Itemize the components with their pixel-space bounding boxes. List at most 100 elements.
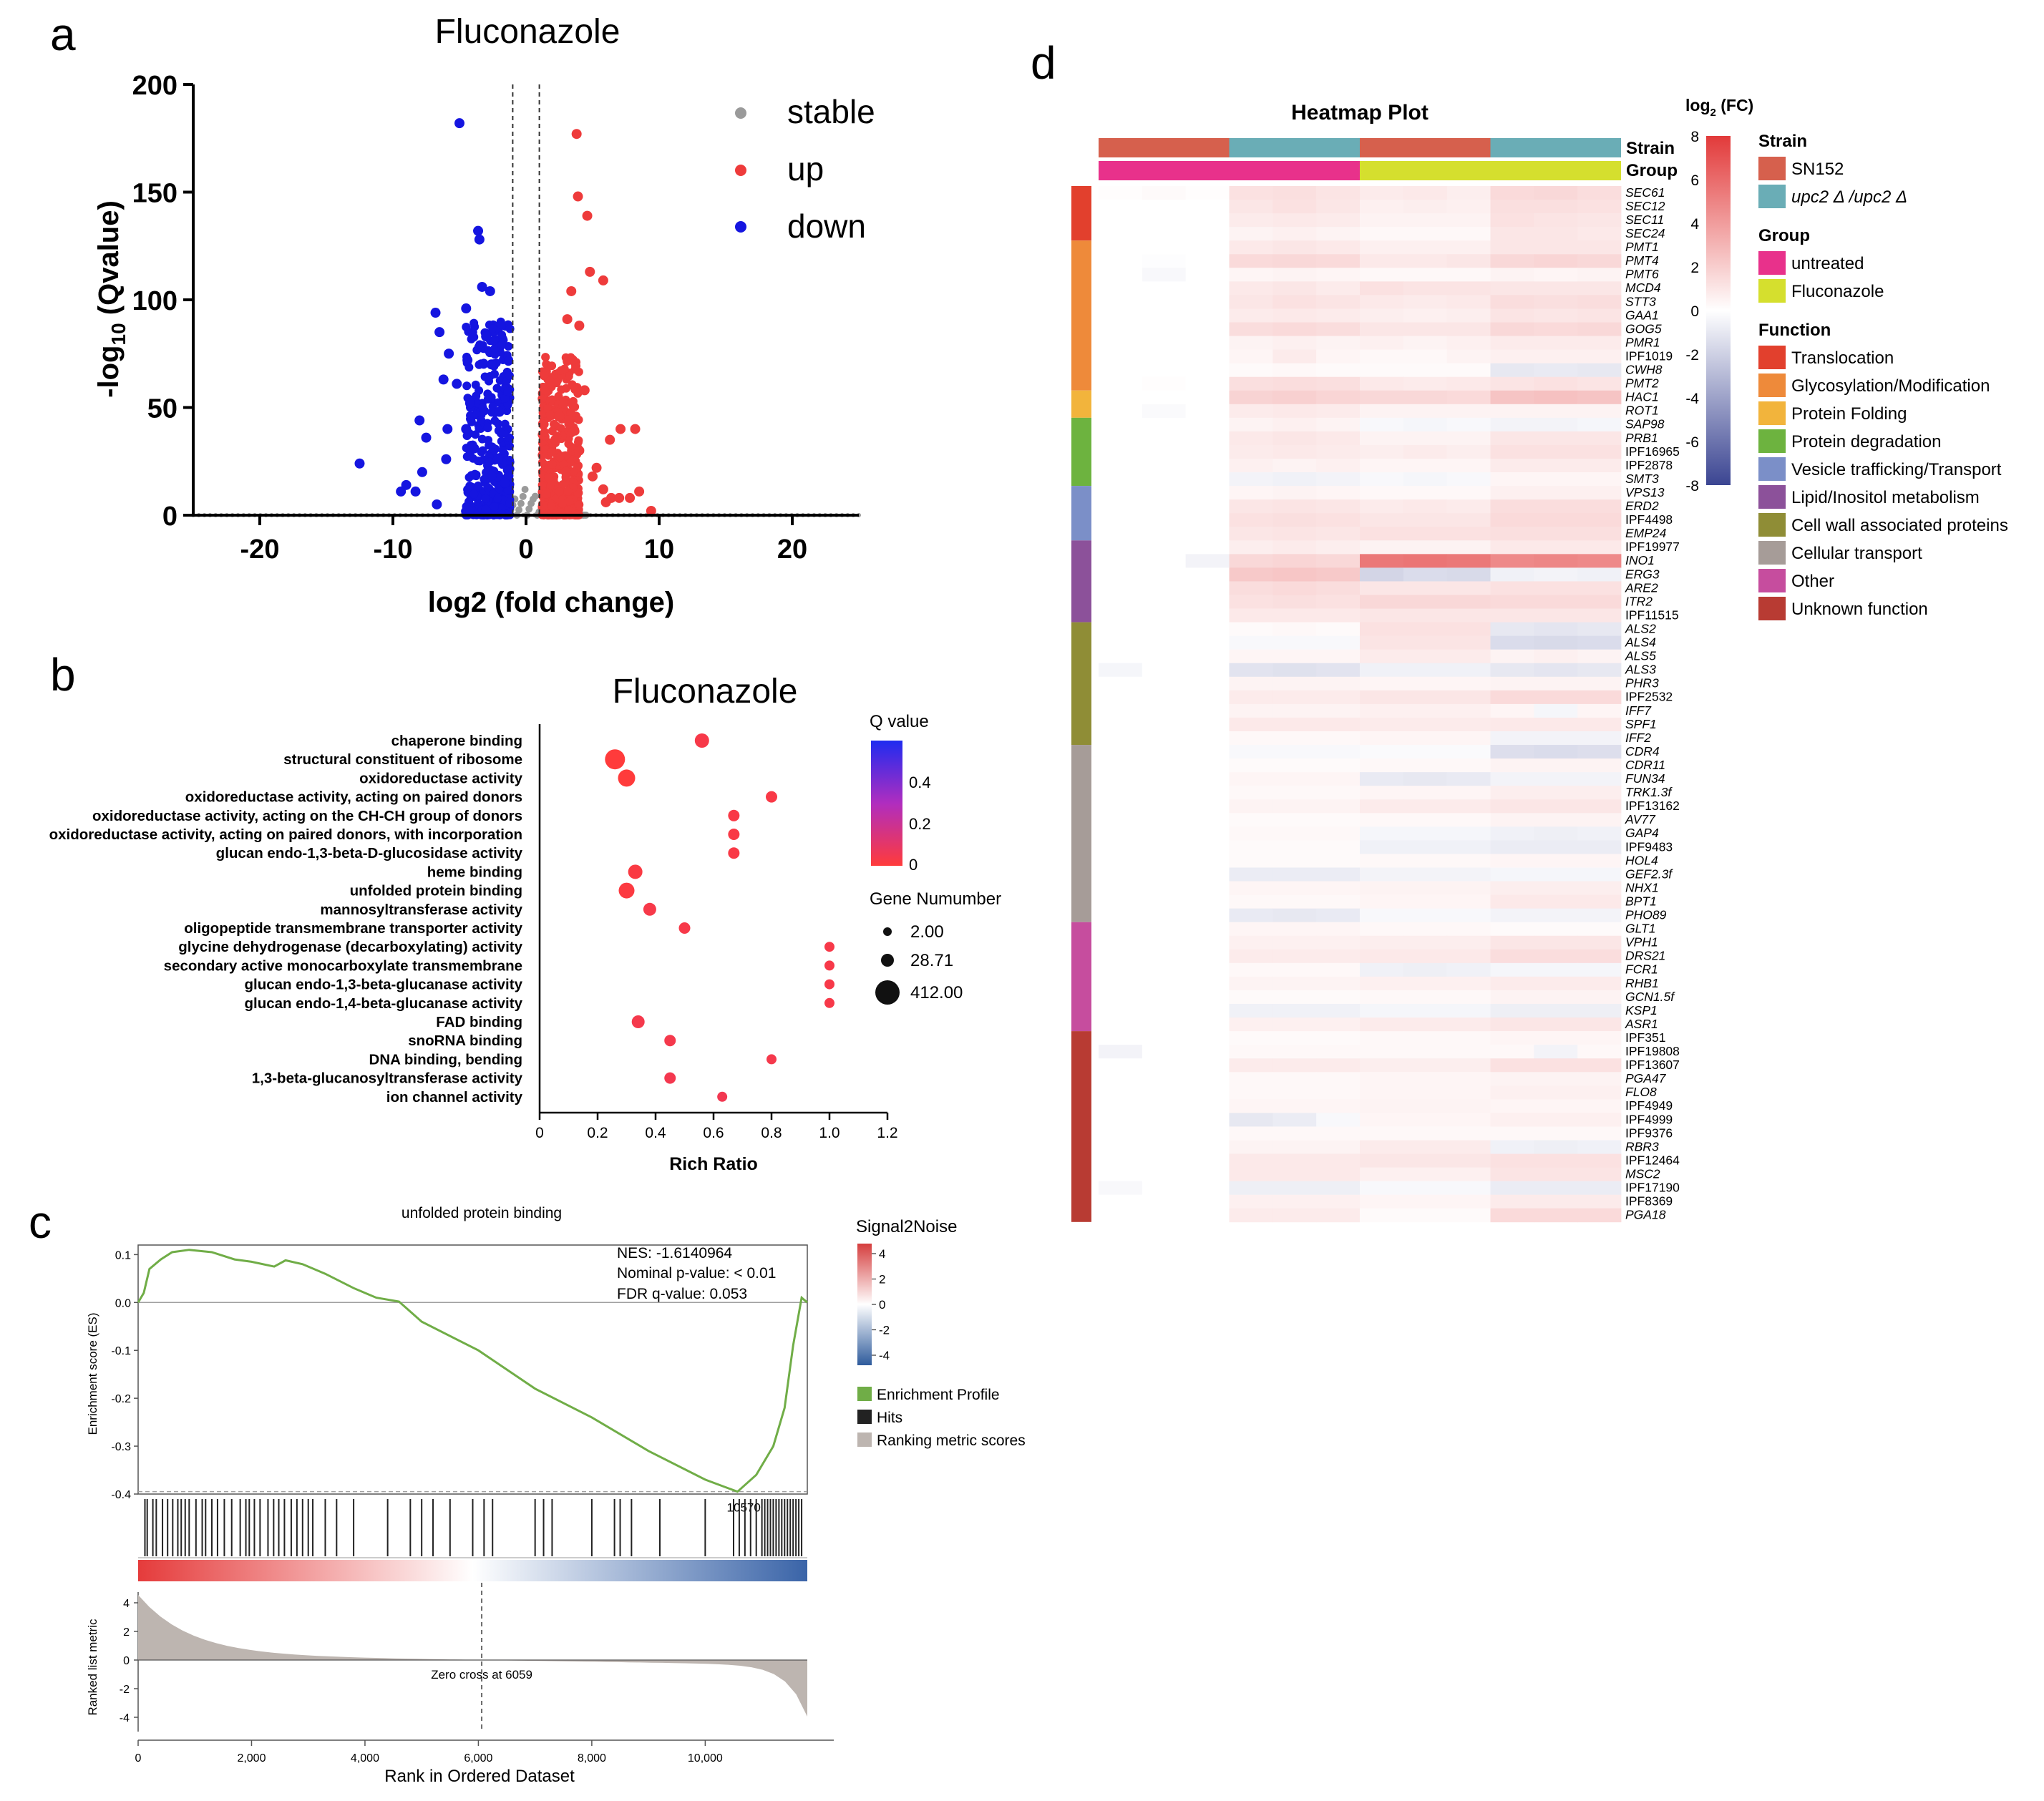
- down-point: [475, 340, 485, 349]
- up-point: [544, 473, 553, 482]
- gsea-metric-tick-label: 4: [123, 1598, 130, 1610]
- legend-swatch-hits: [857, 1410, 872, 1424]
- heatmap-cell: [1534, 499, 1578, 514]
- up-point: [582, 210, 593, 221]
- signal2noise-tick-label: -2: [879, 1324, 890, 1337]
- function-block: [1071, 417, 1091, 487]
- legend-label-up: up: [787, 150, 824, 187]
- heatmap-cell: [1142, 608, 1187, 623]
- heatmap-cell: [1403, 390, 1448, 405]
- heatmap-cell: [1316, 1031, 1361, 1045]
- heatmap-cell: [1229, 1140, 1273, 1154]
- heatmap-cell: [1403, 281, 1448, 296]
- heatmap-cell: [1099, 1208, 1143, 1223]
- heatmap-cell: [1446, 240, 1491, 255]
- gene-label: IPF1019: [1625, 348, 1673, 363]
- heatmap-cell: [1360, 472, 1404, 487]
- heatmap-cell: [1446, 813, 1491, 827]
- heatmap-cell: [1446, 635, 1491, 650]
- up-point: [605, 434, 615, 445]
- heatmap-cell: [1229, 513, 1273, 527]
- heatmap-cell: [1316, 1208, 1361, 1223]
- heatmap-cell: [1099, 308, 1143, 323]
- heatmap-cell: [1099, 459, 1143, 473]
- heatmap-cell: [1360, 1085, 1404, 1100]
- legend-item-label: Translocation: [1791, 348, 1894, 368]
- down-point: [485, 376, 494, 386]
- heatmap-cell: [1577, 676, 1622, 691]
- heatmap-cell: [1099, 527, 1143, 541]
- qvalue-colorbar: [871, 741, 902, 866]
- signal2noise-tick-label: 0: [879, 1298, 885, 1312]
- gene-label: PMR1: [1625, 335, 1660, 349]
- heatmap-cell: [1403, 1153, 1448, 1168]
- up-point: [566, 442, 575, 452]
- up-point: [555, 452, 565, 462]
- heatmap-cell: [1534, 990, 1578, 1005]
- legend-swatch: [1758, 346, 1786, 369]
- heatmap-cell: [1099, 758, 1143, 773]
- stable-point: [521, 486, 529, 494]
- panel-label-b: b: [50, 649, 76, 701]
- heatmap-cell: [1577, 990, 1622, 1005]
- heatmap-cell: [1185, 1113, 1230, 1127]
- legend-swatch: [1758, 251, 1786, 275]
- heatmap-cell: [1490, 581, 1534, 595]
- heatmap-cell: [1185, 444, 1230, 459]
- heatmap-cell: [1142, 595, 1187, 609]
- heatmap-cell: [1577, 186, 1622, 200]
- heatmap-cell: [1360, 1181, 1404, 1196]
- heatmap-cell: [1446, 622, 1491, 637]
- fc-colorbar-title: log2 (FC): [1685, 96, 1753, 119]
- heatmap-cell: [1577, 417, 1622, 432]
- heatmap-cell: [1229, 1126, 1273, 1141]
- heatmap-cell: [1099, 567, 1143, 582]
- signal2noise-ticks: 4 2 0 -2 -4: [872, 1247, 890, 1362]
- heatmap-cell: [1272, 799, 1317, 814]
- gene-label: GEF2.3f: [1625, 867, 1673, 881]
- down-point: [473, 225, 484, 236]
- heatmap-cell: [1403, 513, 1448, 527]
- up-point: [557, 366, 566, 375]
- down-point: [462, 381, 472, 391]
- heatmap-cell: [1360, 595, 1404, 609]
- heatmap-cell: [1490, 349, 1534, 364]
- up-point: [554, 391, 563, 401]
- heatmap-cell: [1534, 527, 1578, 541]
- gene-label: FLO8: [1625, 1085, 1657, 1099]
- up-point: [573, 438, 583, 447]
- heatmap-cell: [1316, 431, 1361, 446]
- go-bubble: [766, 791, 777, 803]
- heatmap-cell: [1577, 949, 1622, 964]
- up-point: [554, 411, 565, 421]
- go-x-axis: 0 0.2 0.4 0.6 0.8 1.0 1.2: [535, 724, 898, 1141]
- heatmap-cell: [1577, 268, 1622, 282]
- heatmap-cell: [1360, 881, 1404, 895]
- heatmap-cell: [1229, 990, 1273, 1005]
- down-point: [503, 387, 512, 396]
- heatmap-cell: [1185, 404, 1230, 419]
- heatmap-cell: [1316, 745, 1361, 759]
- down-point: [490, 343, 500, 353]
- heatmap-cell: [1360, 404, 1404, 419]
- down-point: [478, 403, 487, 412]
- heatmap-cell: [1272, 745, 1317, 759]
- heatmap-cell: [1490, 240, 1534, 255]
- y-tick-label: 150: [132, 179, 177, 209]
- heatmap-cell: [1142, 786, 1187, 800]
- heatmap-cell: [1490, 908, 1534, 923]
- heatmap-cell: [1534, 1113, 1578, 1127]
- heatmap-cell: [1360, 813, 1404, 827]
- heatmap-cell: [1185, 1153, 1230, 1168]
- gene-label: PGA18: [1625, 1208, 1666, 1222]
- down-point: [454, 118, 464, 129]
- up-point: [573, 191, 583, 202]
- go-title: Fluconazole: [613, 673, 798, 711]
- go-bubble: [618, 769, 636, 787]
- up-point: [571, 129, 582, 140]
- heatmap-cell: [1272, 717, 1317, 732]
- up-point: [537, 458, 547, 467]
- heatmap-cell: [1534, 595, 1578, 609]
- heatmap-gene-labels: SEC61SEC12SEC11SEC24PMT1PMT4PMT6MCD4STT3…: [1625, 185, 1680, 1222]
- heatmap-cell: [1142, 1140, 1187, 1154]
